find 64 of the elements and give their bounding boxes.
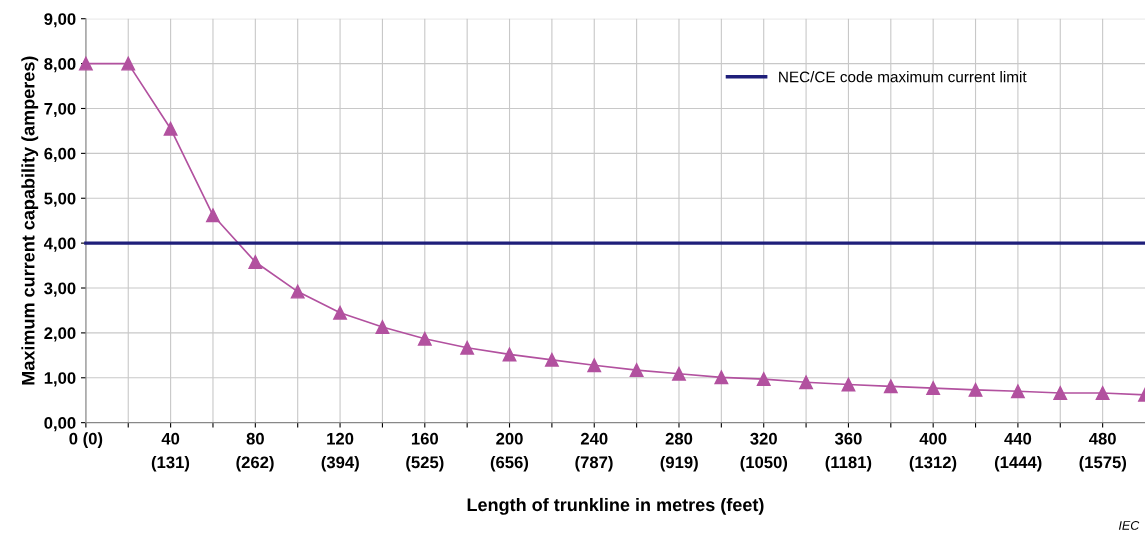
y-tick-label: 7,00 bbox=[44, 102, 76, 118]
point bbox=[460, 340, 475, 355]
x-tick-label: 120 bbox=[327, 432, 354, 445]
point bbox=[968, 382, 983, 397]
point bbox=[121, 56, 136, 71]
x-tick-label: 200 bbox=[496, 432, 523, 445]
y-tick-label: 2,00 bbox=[44, 327, 76, 342]
x2-tick-label: (656) bbox=[490, 455, 529, 472]
x-tick-label: 440 bbox=[1004, 432, 1032, 445]
y-tick-label: 0,00 bbox=[44, 417, 76, 432]
x2-tick-label: (919) bbox=[660, 455, 698, 472]
point bbox=[841, 377, 856, 392]
y-tick-label: 6,00 bbox=[44, 147, 76, 162]
text: IEC bbox=[1118, 521, 1140, 530]
point bbox=[206, 208, 220, 223]
x-tick-label: 280 bbox=[665, 432, 693, 445]
point bbox=[629, 363, 644, 378]
x2-tick-label: (1050) bbox=[740, 455, 788, 472]
point bbox=[714, 370, 729, 385]
point bbox=[1010, 384, 1025, 399]
point bbox=[756, 372, 771, 387]
point bbox=[417, 331, 432, 346]
y-tick-label: 5,00 bbox=[44, 192, 76, 207]
x2-tick-label: (1444) bbox=[994, 455, 1042, 472]
x-tick-label: 80 bbox=[246, 432, 264, 445]
point bbox=[587, 358, 602, 373]
y-tick-label: 4,00 bbox=[43, 237, 76, 252]
point bbox=[248, 255, 263, 269]
point bbox=[672, 366, 686, 381]
point bbox=[1053, 386, 1068, 400]
point bbox=[78, 56, 93, 71]
point bbox=[333, 305, 348, 320]
point bbox=[163, 121, 178, 136]
x2-tick-label: (787) bbox=[575, 455, 613, 472]
point bbox=[544, 352, 559, 367]
x-tick-label: 40 bbox=[161, 432, 180, 445]
point bbox=[883, 379, 898, 394]
x-tick-label: 320 bbox=[750, 432, 777, 445]
x-tick-label: 480 bbox=[1088, 432, 1116, 445]
legend-label: NEC/CE code maximum current limit bbox=[779, 71, 1027, 83]
x-tick-label: 400 bbox=[919, 432, 947, 445]
x2-tick-label: (131) bbox=[151, 455, 190, 472]
x2-tick-label: (525) bbox=[406, 455, 444, 472]
x2-tick-label: (262) bbox=[236, 455, 274, 472]
point bbox=[799, 375, 814, 390]
point bbox=[1095, 386, 1110, 400]
x2-tick-label: (1181) bbox=[825, 455, 872, 472]
x-tick-label: 160 bbox=[411, 432, 439, 445]
y-tick-label: 3,00 bbox=[44, 282, 76, 297]
x-tick-label: 360 bbox=[834, 432, 862, 445]
x2-tick-label: (1312) bbox=[909, 455, 957, 472]
x-axis-title: Length of trunkline in metres (feet) bbox=[467, 497, 764, 515]
y-axis-title: Maximum current capability (amperes) bbox=[21, 56, 39, 385]
x-tick-label: 0 (0) bbox=[69, 432, 103, 448]
x2-tick-label: (1575) bbox=[1079, 455, 1127, 472]
point bbox=[926, 381, 941, 396]
point bbox=[375, 320, 390, 334]
y-tick-label: 8,00 bbox=[44, 58, 76, 73]
x-tick-label: 240 bbox=[580, 432, 608, 445]
x2-tick-label: (394) bbox=[321, 455, 359, 472]
point bbox=[290, 284, 305, 299]
y-tick-label: 9,00 bbox=[44, 13, 76, 28]
point bbox=[502, 347, 517, 362]
y-tick-label: 1,00 bbox=[44, 372, 76, 387]
